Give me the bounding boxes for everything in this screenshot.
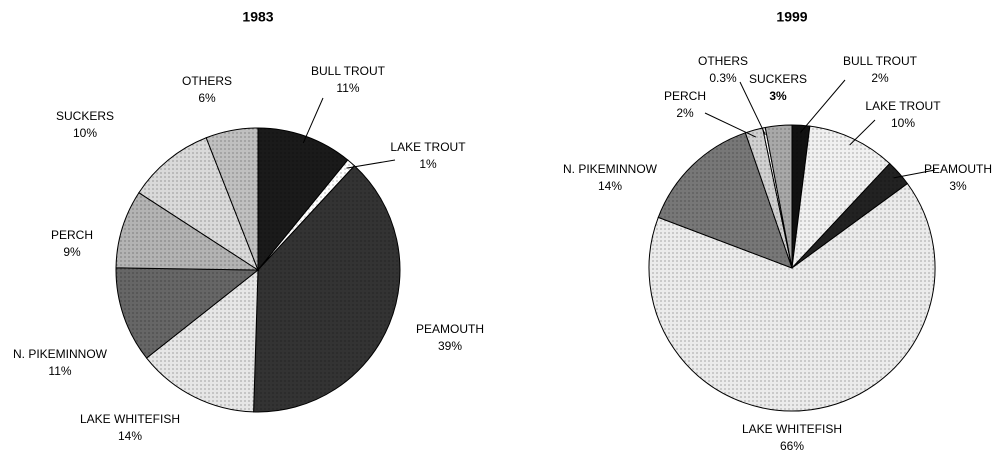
- slice-value-label: 10%: [891, 116, 915, 130]
- slice-texture: [765, 125, 792, 268]
- slice-value-label: 0.3%: [709, 71, 737, 85]
- slice-label: PEAMOUTH: [924, 162, 992, 176]
- leader-line: [893, 169, 936, 179]
- leader-line: [302, 97, 324, 144]
- chart-title: 1983: [242, 9, 273, 25]
- slice-label: LAKE TROUT: [390, 140, 466, 154]
- slice-label: OTHERS: [182, 74, 232, 88]
- slice-label: LAKE WHITEFISH: [742, 422, 842, 436]
- slice-texture: [649, 183, 935, 411]
- leader-line: [704, 112, 757, 138]
- slice-texture: [258, 159, 355, 270]
- slice-texture: [253, 165, 400, 412]
- slice-label: PERCH: [51, 228, 93, 242]
- slice-value-label: 66%: [780, 439, 804, 453]
- slice-value-label: 3%: [769, 89, 787, 103]
- slice-texture: [116, 267, 258, 359]
- slice-value-label: 14%: [598, 179, 622, 193]
- slice-label: OTHERS: [698, 54, 748, 68]
- slice-value-label: 3%: [949, 179, 967, 193]
- slice-label: LAKE WHITEFISH: [80, 412, 180, 426]
- slice-texture: [146, 270, 258, 412]
- slice-label: SUCKERS: [56, 109, 114, 123]
- slice-label: BULL TROUT: [843, 54, 918, 68]
- slice-texture: [116, 192, 258, 270]
- slice-value-label: 11%: [336, 81, 359, 95]
- slice-texture: [258, 128, 348, 270]
- chart-title: 1999: [776, 9, 807, 25]
- slice-label: PERCH: [664, 89, 706, 103]
- slice-label: SUCKERS: [749, 72, 807, 86]
- slice-texture: [792, 163, 908, 268]
- slice-label: PEAMOUTH: [416, 322, 484, 336]
- slice-value-label: 2%: [871, 71, 889, 85]
- slice-label: N. PIKEMINNOW: [13, 347, 108, 361]
- slice-value-label: 10%: [73, 126, 97, 140]
- leader-line: [849, 119, 876, 146]
- slice-value-label: 2%: [676, 106, 694, 120]
- slice-texture: [138, 137, 258, 270]
- slice-label: N. PIKEMINNOW: [563, 162, 658, 176]
- slice-texture: [792, 126, 890, 268]
- slice-value-label: 39%: [438, 339, 462, 353]
- slice-label: BULL TROUT: [311, 64, 386, 78]
- slice-texture: [206, 128, 258, 270]
- slice-label: LAKE TROUT: [865, 99, 941, 113]
- slice-value-label: 9%: [63, 245, 81, 259]
- slice-texture: [762, 127, 792, 268]
- leader-line: [800, 79, 846, 133]
- slice-value-label: 14%: [118, 429, 142, 443]
- slice-texture: [745, 128, 792, 268]
- leader-line: [739, 81, 766, 136]
- slice-texture: [658, 132, 792, 268]
- slice-value-label: 6%: [198, 91, 216, 105]
- slice-value-label: 1%: [419, 157, 437, 171]
- slice-value-label: 11%: [48, 364, 71, 378]
